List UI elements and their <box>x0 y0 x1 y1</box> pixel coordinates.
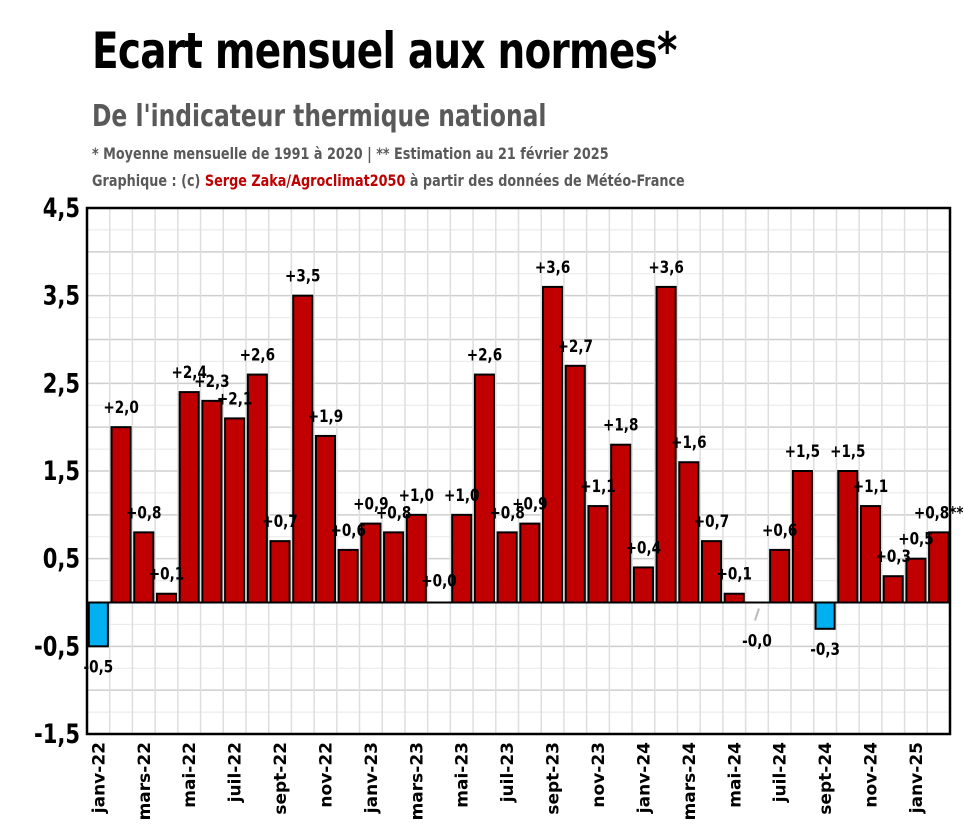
data-label: +3,5 <box>285 266 320 286</box>
data-label: +0,1 <box>149 564 184 584</box>
bar-déc-23 <box>610 443 632 604</box>
data-label: +0,7 <box>262 512 297 532</box>
data-label: +3,6 <box>535 257 570 277</box>
data-label: +1,1 <box>853 477 888 497</box>
x-tick-label: mai-24 <box>725 742 745 808</box>
data-label: +0,6 <box>330 520 365 540</box>
x-tick-label: nov-24 <box>862 742 882 808</box>
x-tick-label: juil-24 <box>771 742 791 803</box>
data-label: +1,5 <box>785 442 820 462</box>
y-tick-label: 2,5 <box>43 368 80 399</box>
y-tick-label: 0,5 <box>43 543 80 574</box>
data-label: +3,6 <box>648 257 683 277</box>
chart-title: Ecart mensuel aux normes* <box>92 22 677 80</box>
data-label: +0,7 <box>694 512 729 532</box>
y-tick-label: 3,5 <box>43 280 80 311</box>
credit-suffix: à partir des données de Météo-France <box>405 171 685 190</box>
x-tick-label: mai-22 <box>180 742 200 808</box>
chart-footnote: * Moyenne mensuelle de 1991 à 2020 | ** … <box>92 144 609 163</box>
chart-credit: Graphique : (c) Serge Zaka/Agroclimat205… <box>92 171 685 190</box>
data-label: +1,5 <box>830 442 865 462</box>
data-label: +0,8** <box>914 503 964 523</box>
y-tick-labels: 4,5 3,5 2,5 1,5 0,5 -0,5 -1,5 <box>34 192 80 749</box>
data-label: +2,6 <box>467 345 502 365</box>
x-tick-label: mars-24 <box>680 742 700 821</box>
bars <box>87 285 950 648</box>
bar-nov-23 <box>587 505 609 604</box>
y-tick-label: -0,5 <box>34 631 80 662</box>
data-label: +2,3 <box>194 371 229 391</box>
y-tick-label: -1,5 <box>34 718 80 749</box>
bar-déc-22 <box>337 548 359 604</box>
credit-prefix: Graphique : (c) <box>92 171 205 190</box>
axes <box>85 206 952 736</box>
x-tick-label: nov-23 <box>589 742 609 808</box>
x-tick-label: janv-22 <box>89 742 109 814</box>
data-label: +2,7 <box>558 336 593 356</box>
data-label: +0,5 <box>898 529 933 549</box>
x-tick-label: janv-23 <box>362 742 382 814</box>
data-label: +2,1 <box>217 389 252 409</box>
x-tick-label: juil-22 <box>226 742 246 803</box>
data-label: +0,9 <box>353 494 388 514</box>
x-tick-label: mars-23 <box>407 742 427 820</box>
x-tick-label: mai-23 <box>453 742 473 808</box>
data-label: +1,9 <box>308 406 343 426</box>
data-label: +0,1 <box>717 564 752 584</box>
bar-juin-22 <box>201 399 223 604</box>
bar-oct-22 <box>292 294 314 604</box>
x-tick-label: janv-24 <box>634 742 654 814</box>
data-label: +2,0 <box>103 398 138 418</box>
bar-mai-24 <box>723 592 745 604</box>
bar-févr-23 <box>383 531 405 604</box>
x-tick-label: juil-23 <box>498 742 518 803</box>
data-label: +0,3 <box>875 547 910 567</box>
data-label: +0,8 <box>489 503 524 523</box>
bar-janv-24 <box>632 566 654 604</box>
bar-juil-22 <box>224 417 246 604</box>
x-tick-label: sept-24 <box>816 742 836 815</box>
y-tick-label: 1,5 <box>43 455 80 486</box>
data-label: +0,8 <box>126 503 161 523</box>
chart-subtitle: De l'indicateur thermique national <box>92 99 547 134</box>
bar-août-23 <box>519 522 541 604</box>
data-label: +1,1 <box>580 477 615 497</box>
bar-mars-24 <box>678 461 700 604</box>
bar-juil-23 <box>496 531 518 604</box>
data-label: -0,3 <box>810 639 840 659</box>
data-label: +0,8 <box>376 503 411 523</box>
data-label: +1,0 <box>444 485 479 505</box>
data-label: +0,6 <box>762 520 797 540</box>
x-tick-labels: janv-22 mars-22 mai-22 juil-22 sept-22 nov-22… <box>89 742 927 821</box>
data-label: +2,4 <box>171 363 206 383</box>
data-label: +0,0 <box>421 571 456 591</box>
data-label: +1,0 <box>399 485 434 505</box>
y-tick-label: 4,5 <box>43 192 80 223</box>
data-label: +0,4 <box>626 538 661 558</box>
bar-sept-22 <box>269 540 291 604</box>
data-label: -0,0 <box>742 631 772 651</box>
data-label: -0,5 <box>84 657 114 677</box>
data-labels: -0,5 +2,0 +0,8 +0,1 +2,4+2,3+2,1 +2,6 +0,7 +3,5… <box>84 257 964 676</box>
data-label: +1,8 <box>603 415 638 435</box>
bar-juin-24 <box>754 608 760 621</box>
bar-avr-22 <box>155 592 178 604</box>
bar-sept-23 <box>542 285 564 604</box>
x-tick-label: mars-22 <box>135 742 155 820</box>
plot-frame <box>85 206 952 736</box>
x-tick-label: janv-25 <box>907 742 927 814</box>
data-label: +1,6 <box>671 433 706 453</box>
bar-nov-22 <box>314 434 336 604</box>
x-tick-label: sept-22 <box>271 742 291 815</box>
bar-janv-22 <box>87 601 109 648</box>
bar-sept-24 <box>814 601 836 630</box>
data-label: +0,9 <box>512 494 547 514</box>
data-label: +2,6 <box>240 345 275 365</box>
x-tick-label: sept-23 <box>544 742 564 815</box>
credit-author: Serge Zaka/Agroclimat2050 <box>204 171 406 190</box>
x-tick-label: nov-22 <box>316 742 336 808</box>
bar-déc-24 <box>882 575 904 604</box>
bar-juil-24 <box>769 548 791 604</box>
